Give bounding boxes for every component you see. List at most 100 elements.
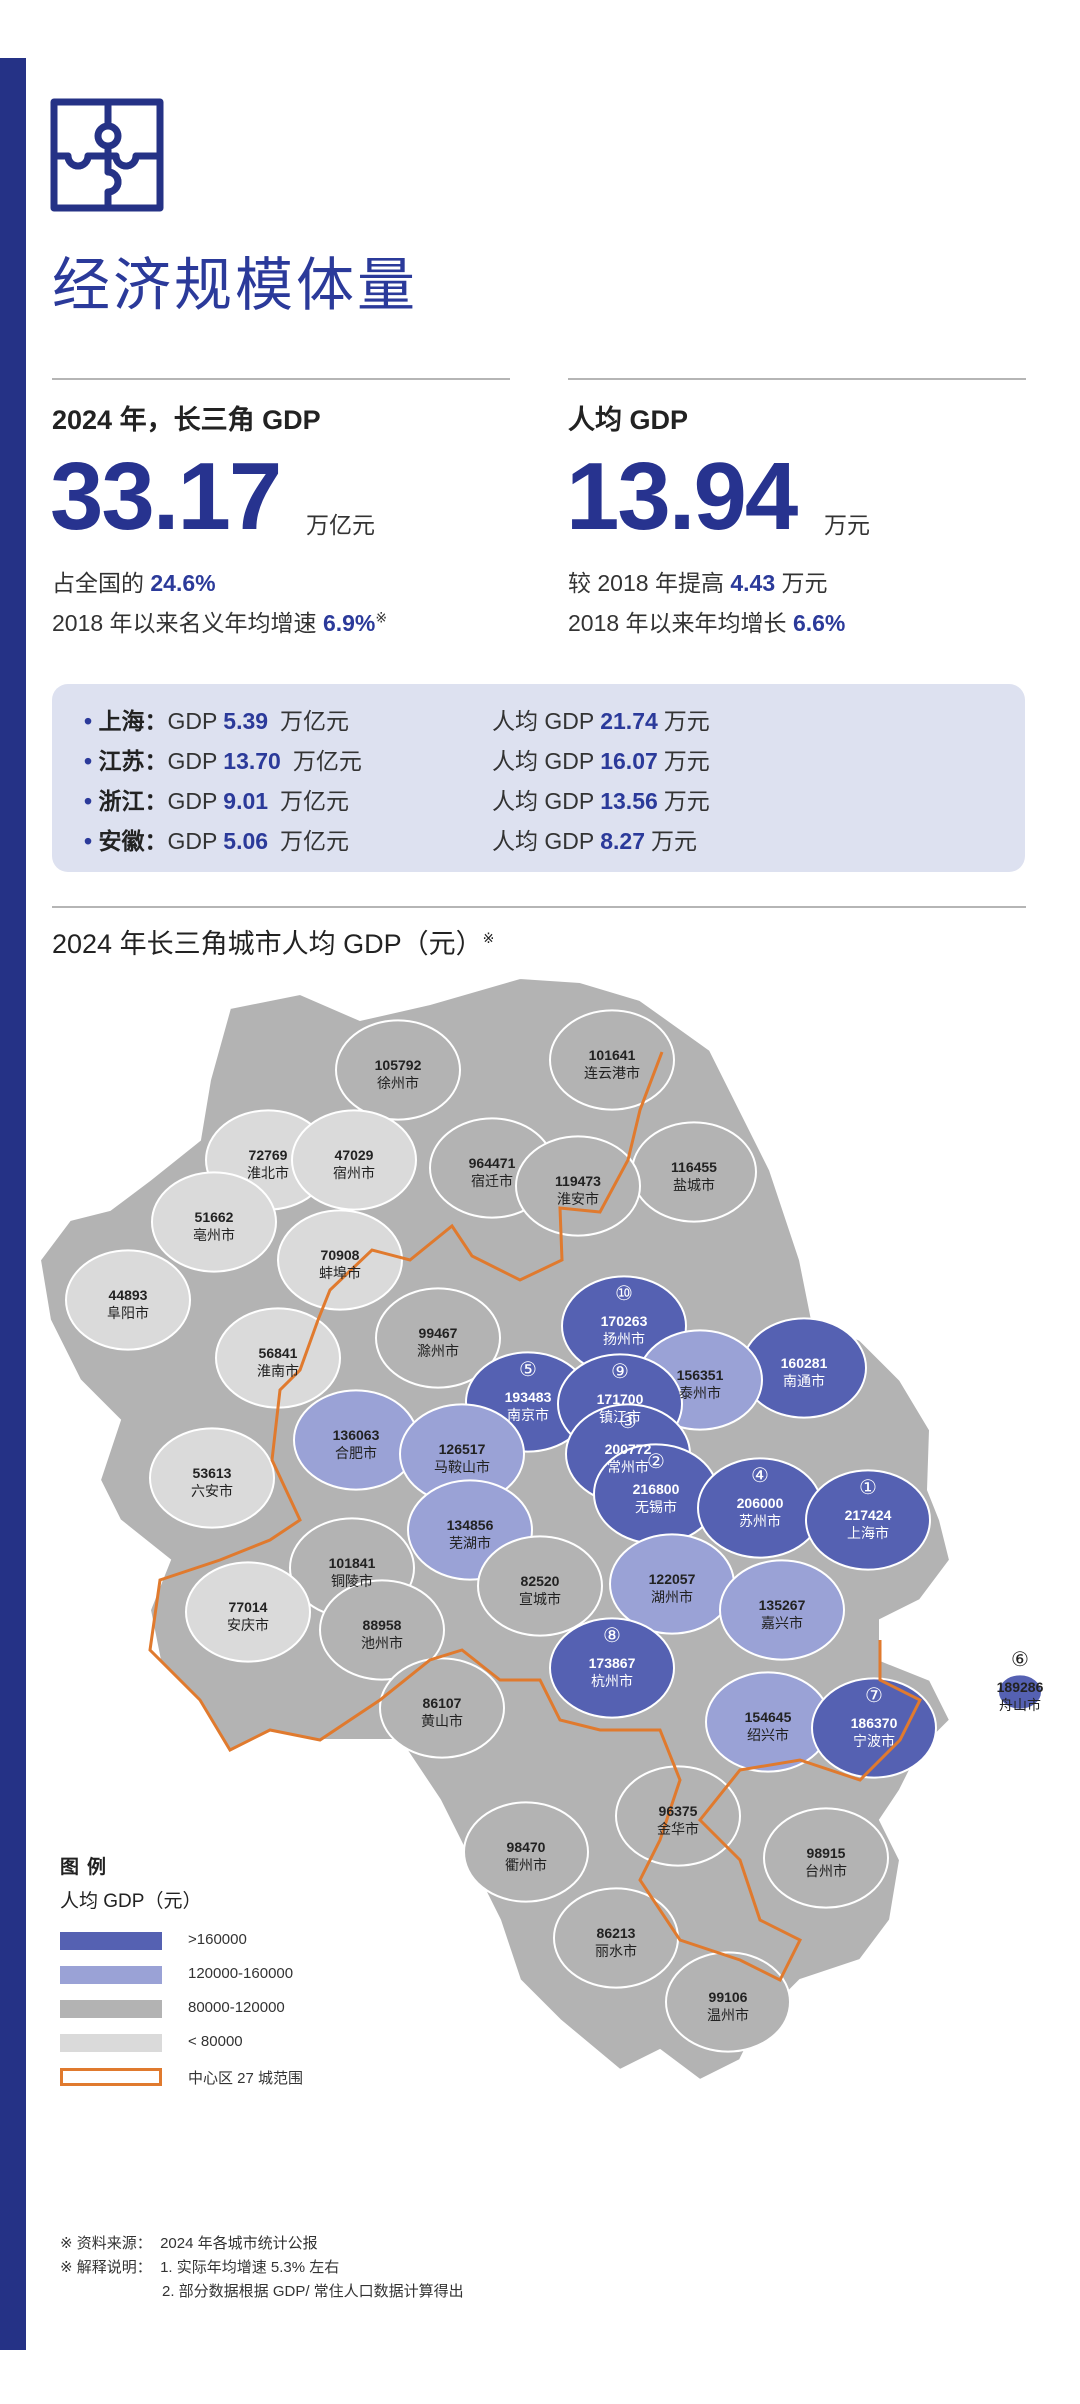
city-name: 池州市 <box>361 1635 403 1651</box>
city-name: 六安市 <box>191 1483 233 1499</box>
city-name: 合肥市 <box>335 1445 377 1461</box>
city-label-group: ⑩ 170263 扬州市 <box>601 1283 648 1347</box>
legend-label: >160000 <box>188 1931 247 1948</box>
city-name: 温州市 <box>707 2007 749 2023</box>
city-number: ① <box>859 1477 877 1499</box>
gdp-unit: 万亿元 <box>280 788 350 814</box>
city-label-group: 156351 泰州市 <box>677 1367 724 1401</box>
city-value: 189286 <box>997 1679 1044 1695</box>
city-value: 135267 <box>759 1597 806 1613</box>
gdp-prefix: GDP <box>167 748 224 774</box>
legend-swatch <box>60 1966 162 1984</box>
city-label-group: 86107 黄山市 <box>421 1695 463 1729</box>
city-label-group: 96375 金华市 <box>657 1803 699 1837</box>
city-label-group: 101641 连云港市 <box>584 1047 640 1081</box>
city-region <box>719 1559 845 1661</box>
province-pc: 16.07 <box>600 748 658 774</box>
city-region <box>185 1561 311 1663</box>
divider <box>52 906 1026 908</box>
city-region <box>149 1427 275 1529</box>
central-zone-border <box>148 1051 923 1983</box>
city-label-group: 44893 阜阳市 <box>107 1287 149 1321</box>
city-label-group: ⑨ 171700 镇江市 <box>597 1361 644 1425</box>
city-label-group: 964471 宿迁市 <box>469 1155 516 1189</box>
footnote-explain-2: 2. 部分数据根据 GDP/ 常住人口数据计算得出 <box>162 2283 464 2300</box>
city-label-group: 99467 滁州市 <box>417 1325 459 1359</box>
province-name: 上海： <box>98 708 168 734</box>
city-region <box>151 1171 277 1273</box>
city-label-group: 72769 淮北市 <box>247 1147 289 1181</box>
city-name: 黄山市 <box>421 1713 463 1729</box>
city-name: 淮安市 <box>557 1191 599 1207</box>
legend-swatch <box>60 2034 162 2052</box>
city-value: 156351 <box>677 1367 724 1383</box>
divider <box>52 378 510 380</box>
city-label-group: 88958 池州市 <box>361 1617 403 1651</box>
city-name: 上海市 <box>847 1525 889 1541</box>
province-name: 浙江： <box>98 788 168 814</box>
city-label-group: 70908 蚌埠市 <box>319 1247 361 1281</box>
city-region <box>549 1617 675 1719</box>
city-value: 101641 <box>589 1047 636 1063</box>
pc-unit: 万元 <box>663 748 710 774</box>
city-value: 206000 <box>737 1495 784 1511</box>
city-name: 马鞍山市 <box>434 1459 490 1475</box>
gdp-growth: 2018 年以来名义年均增速 6.9%※ <box>52 609 388 636</box>
province-gdp: 13.70 <box>223 748 281 774</box>
per-capita-unit: 万元 <box>824 512 870 538</box>
city-value: 70908 <box>321 1247 360 1263</box>
city-region <box>615 1765 741 1867</box>
bullet-icon: • <box>84 828 99 854</box>
city-name: 金华市 <box>657 1821 699 1837</box>
city-name: 绍兴市 <box>747 1727 789 1743</box>
city-value: 88958 <box>363 1617 402 1633</box>
city-name: 淮北市 <box>247 1165 289 1181</box>
city-region <box>379 1657 505 1759</box>
province-row-gdp: • 浙江：GDP 9.01 万亿元 <box>84 782 349 816</box>
city-name: 丽水市 <box>595 1943 637 1959</box>
city-label-group: 126517 马鞍山市 <box>434 1441 490 1475</box>
city-value: 99106 <box>709 1989 748 2005</box>
divider <box>568 378 1026 380</box>
city-value: 86107 <box>423 1695 462 1711</box>
city-name: 盐城市 <box>673 1177 715 1193</box>
city-number: ⑨ <box>611 1361 629 1383</box>
city-name: 常州市 <box>607 1459 649 1475</box>
city-number: ④ <box>751 1465 769 1487</box>
city-region <box>375 1287 501 1389</box>
city-value: 96375 <box>659 1803 698 1819</box>
left-accent-bar <box>0 58 26 2350</box>
city-value: 216800 <box>633 1481 680 1497</box>
city-name: 连云港市 <box>584 1065 640 1081</box>
city-number: ⑦ <box>865 1685 883 1707</box>
legend-swatch <box>60 1932 162 1950</box>
city-label-group: 51662 亳州市 <box>193 1209 235 1243</box>
city-label-group: 47029 宿州市 <box>333 1147 375 1181</box>
city-label-group: 98470 衢州市 <box>505 1839 547 1873</box>
city-region <box>549 1009 675 1111</box>
province-gdp: 5.06 <box>223 828 269 854</box>
city-label-group: 122057 湖州市 <box>649 1571 696 1605</box>
per-capita-growth: 2018 年以来年均增长 6.6% <box>568 610 846 636</box>
city-label-group: ② 216800 无锡市 <box>633 1451 680 1515</box>
map-title: 2024 年长三角城市人均 GDP（元）※ <box>52 929 495 959</box>
city-value: 122057 <box>649 1571 696 1587</box>
city-number: ③ <box>619 1411 637 1433</box>
city-value: 56841 <box>259 1345 298 1361</box>
city-region <box>291 1109 417 1211</box>
city-label-group: ⑤ 193483 南京市 <box>505 1359 552 1423</box>
province-row-per-capita: 人均 GDP 13.56 万元 <box>492 782 710 816</box>
city-label-group: ④ 206000 苏州市 <box>737 1465 784 1529</box>
puzzle-icon <box>50 98 164 212</box>
pc-prefix: 人均 GDP <box>492 788 601 814</box>
province-panel <box>52 684 1025 872</box>
bullet-icon: • <box>84 788 99 814</box>
per-capita-label: 人均 GDP <box>568 405 689 435</box>
city-label-group: 53613 六安市 <box>191 1465 233 1499</box>
city-value: 105792 <box>375 1057 422 1073</box>
gdp-unit: 万亿元 <box>280 828 350 854</box>
city-label-group: ③ 200772 常州市 <box>605 1411 652 1475</box>
city-name: 舟山市 <box>999 1697 1041 1713</box>
legend-label: 80000-120000 <box>188 1999 285 2016</box>
city-value: 154645 <box>745 1709 792 1725</box>
